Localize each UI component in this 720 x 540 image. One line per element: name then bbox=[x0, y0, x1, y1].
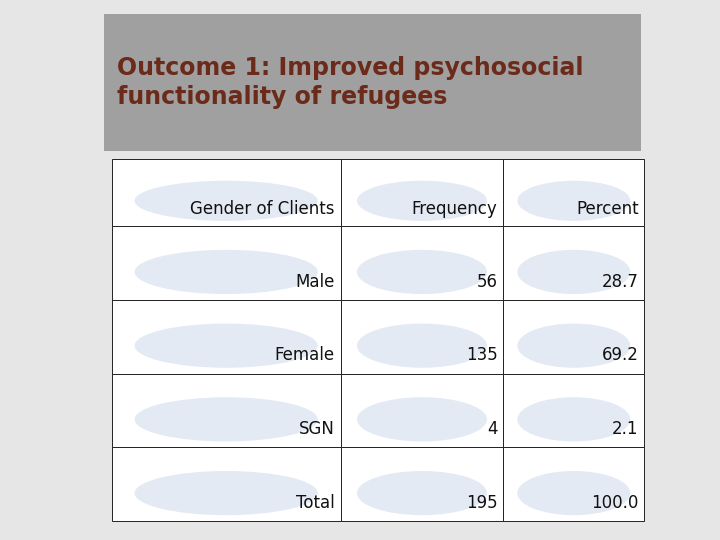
Text: Male: Male bbox=[296, 273, 335, 291]
Text: Percent: Percent bbox=[576, 200, 639, 219]
Text: 135: 135 bbox=[466, 346, 498, 364]
Text: 195: 195 bbox=[466, 494, 498, 512]
Text: Female: Female bbox=[275, 346, 335, 364]
Text: 100.0: 100.0 bbox=[591, 494, 639, 512]
Text: Frequency: Frequency bbox=[412, 200, 498, 219]
Text: Gender of Clients: Gender of Clients bbox=[191, 200, 335, 219]
Text: Outcome 1: Improved psychosocial
functionality of refugees: Outcome 1: Improved psychosocial functio… bbox=[117, 56, 584, 109]
Text: 4: 4 bbox=[487, 420, 498, 438]
Text: SGN: SGN bbox=[299, 420, 335, 438]
Text: 69.2: 69.2 bbox=[602, 346, 639, 364]
Text: Total: Total bbox=[296, 494, 335, 512]
Text: 2.1: 2.1 bbox=[612, 420, 639, 438]
Text: 56: 56 bbox=[477, 273, 498, 291]
Text: 28.7: 28.7 bbox=[602, 273, 639, 291]
